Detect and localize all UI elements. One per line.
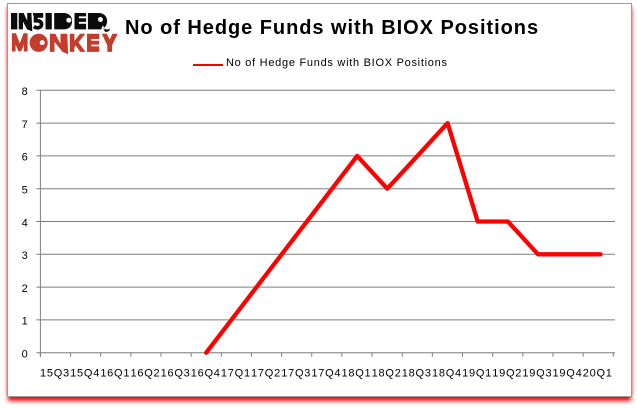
svg-text:20Q1: 20Q1 [583,368,613,380]
svg-text:7: 7 [22,119,28,131]
svg-text:4: 4 [22,217,28,229]
svg-text:16Q4: 16Q4 [191,368,221,380]
svg-text:19Q2: 19Q2 [492,368,522,380]
svg-text:1: 1 [22,316,28,328]
svg-text:16Q3: 16Q3 [161,368,191,380]
svg-text:18Q2: 18Q2 [372,368,402,380]
svg-text:15Q4: 15Q4 [70,368,100,380]
svg-text:5: 5 [22,185,28,197]
svg-text:19Q1: 19Q1 [462,368,492,380]
svg-text:17Q2: 17Q2 [251,368,281,380]
svg-text:18Q4: 18Q4 [432,368,462,380]
svg-text:17Q1: 17Q1 [221,368,251,380]
svg-text:19Q4: 19Q4 [553,368,583,380]
svg-text:16Q1: 16Q1 [100,368,130,380]
svg-text:8: 8 [22,86,28,98]
svg-text:17Q3: 17Q3 [281,368,311,380]
svg-text:0: 0 [22,349,28,361]
svg-text:18Q3: 18Q3 [402,368,432,380]
svg-text:17Q4: 17Q4 [311,368,341,380]
svg-text:16Q2: 16Q2 [130,368,160,380]
svg-text:2: 2 [22,283,28,295]
svg-text:3: 3 [22,250,28,262]
svg-text:6: 6 [22,152,28,164]
svg-text:18Q1: 18Q1 [342,368,372,380]
svg-text:19Q3: 19Q3 [522,368,552,380]
svg-text:15Q3: 15Q3 [40,368,70,380]
